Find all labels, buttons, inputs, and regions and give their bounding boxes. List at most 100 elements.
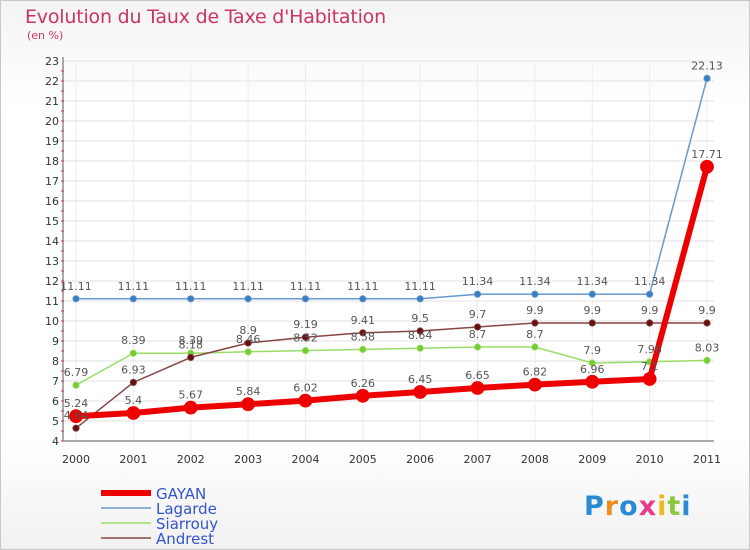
y-tick-label: 20	[45, 115, 59, 128]
data-point-andrest	[129, 378, 137, 386]
data-label: 11.11	[290, 280, 322, 293]
data-point-gayan	[585, 374, 600, 389]
data-label: 7.96	[637, 343, 662, 356]
data-point-lagarde	[244, 295, 252, 303]
x-tick-label: 2003	[234, 453, 262, 466]
x-tick-label: 2011	[693, 453, 721, 466]
logo-letter: x	[638, 491, 658, 522]
data-label: 9.9	[526, 304, 544, 317]
data-label: 11.34	[577, 275, 609, 288]
data-point-andrest	[359, 329, 367, 337]
y-tick-label: 22	[45, 75, 59, 88]
x-tick-label: 2005	[349, 453, 377, 466]
series-line-lagarde	[76, 78, 708, 300]
y-tick-label: 6	[52, 395, 59, 408]
y-tick-label: 11	[45, 295, 59, 308]
data-label: 11.34	[462, 275, 494, 288]
data-label: 11.34	[519, 275, 551, 288]
data-label: 11.11	[347, 280, 379, 293]
data-label: 6.93	[121, 363, 146, 376]
data-point-lagarde	[187, 295, 195, 303]
data-point-gayan	[241, 397, 255, 412]
data-label: 7.9	[584, 344, 602, 357]
y-tick-label: 21	[45, 95, 59, 108]
data-point-lagarde	[416, 295, 424, 303]
data-label: 17.71	[691, 148, 723, 161]
data-label: 8.39	[121, 334, 146, 347]
y-tick-label: 5	[52, 415, 59, 428]
data-label: 8.9	[239, 324, 257, 337]
y-tick-label: 19	[45, 135, 59, 148]
data-point-lagarde	[359, 295, 367, 303]
data-label: 8.39	[178, 334, 203, 347]
logo-letter: r	[604, 491, 620, 522]
data-label: 11.34	[634, 275, 666, 288]
data-label: 6.79	[64, 366, 89, 379]
data-point-gayan	[700, 159, 714, 174]
y-tick-label: 23	[45, 55, 59, 68]
data-label: 6.96	[580, 363, 605, 376]
y-tick-label: 10	[45, 315, 59, 328]
data-label: 8.7	[469, 328, 487, 341]
data-label: 5.84	[236, 385, 261, 398]
data-point-andrest	[703, 319, 711, 327]
legend-label-gayan: GAYAN	[156, 485, 206, 503]
data-point-lagarde	[72, 295, 80, 303]
data-label: 9.9	[698, 304, 716, 317]
x-tick-label: 2001	[119, 453, 147, 466]
y-tick-label: 8	[52, 355, 59, 368]
data-point-gayan	[528, 377, 542, 392]
data-point-siarrouy	[473, 343, 482, 351]
data-label: 8.18	[178, 338, 203, 351]
y-tick-label: 18	[45, 155, 59, 168]
data-label: 9.41	[351, 314, 376, 327]
x-tick-label: 2009	[578, 453, 606, 466]
data-label: 5.24	[64, 397, 89, 410]
data-point-siarrouy	[72, 381, 80, 389]
logo-letter: i	[657, 491, 668, 522]
data-label: 11.11	[232, 280, 264, 293]
data-point-andrest	[646, 319, 654, 327]
series-line-gayan	[75, 166, 710, 420]
legend-label-siarrouy: Siarrouy	[156, 515, 218, 533]
data-label: 9.9	[641, 304, 659, 317]
data-label: 8.46	[236, 333, 261, 346]
data-point-andrest	[244, 339, 252, 347]
data-point-gayan	[470, 381, 485, 395]
data-point-siarrouy	[359, 345, 367, 353]
data-point-andrest	[531, 319, 539, 327]
y-tick-label: 16	[45, 195, 59, 208]
data-label: 6.26	[351, 377, 376, 390]
x-tick-label: 2002	[177, 453, 205, 466]
y-tick-label: 14	[45, 235, 59, 248]
data-point-andrest	[416, 327, 424, 335]
data-label: 9.19	[293, 318, 318, 331]
data-label: 8.64	[408, 329, 433, 342]
legend-label-lagarde: Lagarde	[156, 500, 217, 518]
data-label: 7.1	[641, 360, 659, 373]
data-point-gayan	[126, 406, 141, 420]
data-label: 8.03	[695, 341, 720, 354]
data-point-lagarde	[473, 290, 482, 298]
data-label: 6.65	[465, 369, 490, 382]
chart-title: Evolution du Taux de Taxe d'Habitation	[25, 6, 386, 28]
chart-subtitle: (en %)	[27, 29, 64, 42]
data-point-siarrouy	[531, 343, 539, 351]
data-point-gayan	[413, 385, 428, 399]
data-label: 9.5	[411, 312, 429, 325]
data-point-andrest	[588, 319, 596, 327]
data-label: 11.11	[404, 280, 436, 293]
proxiti-logo[interactable]: Proxiti	[584, 491, 692, 522]
y-tick-label: 7	[52, 375, 59, 388]
data-point-siarrouy	[301, 346, 310, 355]
data-point-siarrouy	[129, 349, 137, 357]
y-tick-label: 4	[52, 435, 59, 448]
y-tick-label: 15	[45, 215, 59, 228]
y-tick-label: 9	[52, 335, 59, 348]
data-point-siarrouy	[703, 356, 711, 364]
data-point-gayan	[355, 388, 370, 403]
data-label: 11.11	[175, 280, 207, 293]
data-point-lagarde	[129, 295, 137, 303]
data-point-lagarde	[588, 290, 596, 298]
